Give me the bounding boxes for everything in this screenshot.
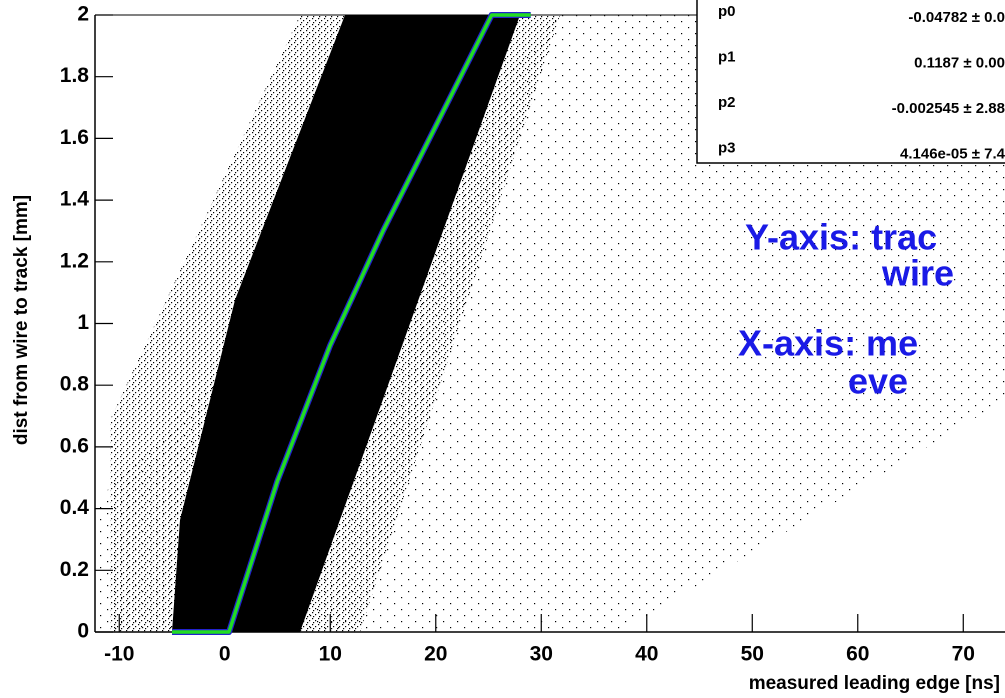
y-tick-label: 1.6 [60, 126, 89, 149]
annotation: Y-axis: trac [745, 217, 937, 258]
stats-box [696, 0, 1005, 164]
x-tick-label: 50 [741, 643, 764, 666]
y-tick-label: 1.2 [60, 249, 89, 272]
stat-value: 4.146e-05 ± 7.4 [900, 145, 1005, 162]
y-tick-label: 2 [77, 3, 89, 26]
x-tick-label: 20 [424, 643, 447, 666]
annotation: eve [848, 361, 908, 402]
y-tick-label: 1.4 [60, 188, 90, 211]
stat-value: -0.002545 ± 2.88 [892, 100, 1005, 117]
x-axis-title: measured leading edge [ns] [749, 673, 1000, 694]
y-tick-label: 0.8 [60, 373, 90, 396]
y-tick-label: 1 [77, 311, 89, 334]
y-tick-label: 0 [77, 620, 89, 643]
annotation: X-axis: me [738, 323, 918, 364]
fit-line [172, 13, 531, 634]
x-tick-label: 10 [319, 643, 342, 666]
annotation: wire [881, 253, 954, 294]
x-tick-label: 70 [952, 643, 975, 666]
y-tick-label: 1.8 [60, 64, 90, 87]
stat-name: p1 [718, 48, 736, 65]
y-tick-label: 0.6 [60, 434, 89, 457]
scatter-core [172, 15, 520, 632]
stat-value: -0.04782 ± 0.0 [908, 9, 1005, 26]
x-tick-label: -10 [104, 643, 134, 666]
x-tick-label: 30 [530, 643, 553, 666]
x-tick-label: 40 [635, 643, 658, 666]
stat-name: p3 [718, 139, 736, 156]
y-tick-label: 0.4 [60, 496, 90, 519]
y-axis-title: dist from wire to track [mm] [11, 195, 32, 445]
x-tick-label: 60 [846, 643, 869, 666]
stat-name: p2 [718, 94, 736, 111]
x-tick-label: 0 [219, 643, 231, 666]
stat-value: 0.1187 ± 0.00 [914, 54, 1005, 71]
y-tick-label: 0.2 [60, 558, 89, 581]
stat-name: p0 [718, 3, 736, 20]
